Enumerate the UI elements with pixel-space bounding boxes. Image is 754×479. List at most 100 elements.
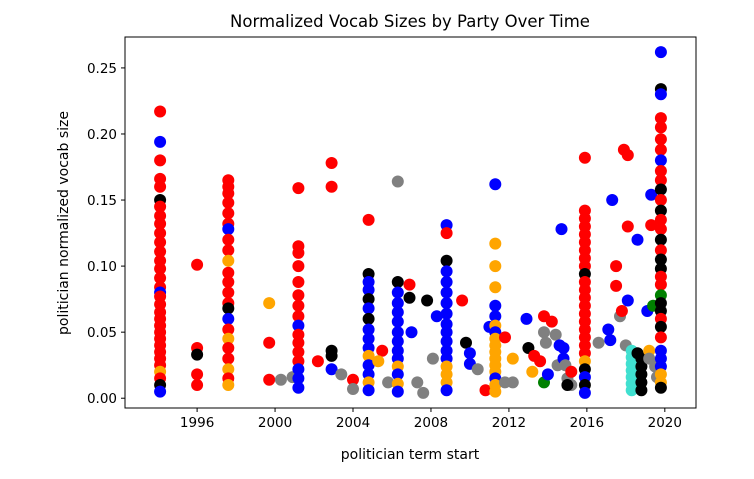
data-point-195: [561, 379, 574, 391]
data-point-44: [222, 233, 235, 246]
data-point-75: [292, 336, 305, 349]
data-point-34: [191, 348, 204, 361]
data-point-90: [362, 213, 375, 226]
data-point-126: [417, 386, 430, 399]
data-point-252: [645, 188, 658, 201]
data-point-124: [405, 326, 418, 339]
data-point-32: [191, 258, 204, 271]
data-point-65: [292, 182, 305, 195]
data-point-11: [154, 245, 167, 258]
data-point-60: [263, 297, 276, 310]
data-point-59: [222, 379, 235, 391]
data-point-48: [222, 276, 235, 288]
data-point-196: [565, 365, 578, 378]
x-axis-label: politician term start: [341, 447, 480, 463]
x-tick-label-6: 2020: [648, 415, 682, 431]
data-point-248: [635, 384, 648, 397]
data-point-257: [654, 46, 667, 59]
y-tick-label-1: 0.05: [87, 325, 117, 341]
data-point-186: [549, 328, 562, 341]
data-point-101: [362, 359, 375, 372]
data-point-261: [654, 121, 667, 134]
data-point-269: [654, 204, 667, 217]
data-point-78: [292, 363, 305, 376]
data-point-73: [292, 319, 305, 332]
data-point-94: [362, 293, 375, 306]
data-point-52: [222, 312, 235, 325]
data-point-40: [222, 196, 235, 209]
data-point-62: [263, 373, 276, 386]
data-point-31: [154, 385, 167, 398]
data-point-88: [347, 373, 359, 386]
data-point-100: [362, 349, 375, 362]
data-point-72: [292, 310, 305, 323]
data-point-132: [440, 254, 453, 267]
data-point-173: [506, 352, 519, 365]
data-point-227: [610, 279, 623, 292]
data-point-149: [463, 347, 476, 360]
data-point-148: [460, 336, 472, 349]
data-point-233: [621, 294, 634, 307]
data-point-174: [506, 376, 519, 389]
data-point-159: [489, 310, 502, 323]
data-point-107: [382, 376, 395, 389]
data-point-54: [222, 332, 235, 345]
data-point-125: [411, 376, 424, 389]
data-point-151: [471, 363, 484, 376]
data-point-271: [654, 223, 667, 236]
data-point-68: [292, 260, 305, 273]
data-point-83: [325, 180, 338, 193]
data-point-114: [391, 326, 404, 339]
data-point-224: [604, 334, 617, 347]
data-point-113: [391, 315, 404, 328]
y-axis-label: politician normalized vocab size: [56, 111, 72, 335]
data-point-8: [154, 217, 167, 230]
data-point-179: [534, 355, 547, 368]
data-point-115: [391, 335, 404, 348]
y-tick-label-5: 0.25: [87, 61, 117, 77]
data-point-221: [578, 386, 591, 399]
data-point-111: [391, 297, 404, 310]
data-point-226: [610, 260, 623, 273]
data-point-157: [489, 281, 502, 294]
data-point-35: [191, 368, 204, 381]
data-point-229: [615, 305, 628, 317]
y-tick-label-2: 0.10: [87, 259, 117, 275]
data-point-184: [541, 368, 554, 381]
data-point-106: [372, 355, 385, 368]
data-point-87: [335, 368, 348, 381]
data-point-170: [489, 385, 502, 398]
data-point-270: [654, 213, 667, 226]
data-point-41: [222, 207, 235, 220]
data-point-232: [621, 220, 634, 233]
data-point-112: [391, 306, 404, 319]
data-point-56: [222, 352, 235, 365]
data-point-80: [292, 381, 305, 394]
data-point-98: [362, 332, 375, 345]
chart-title: Normalized Vocab Sizes by Party Over Tim…: [230, 12, 590, 31]
data-point-158: [489, 299, 502, 312]
data-point-123: [403, 291, 416, 304]
data-point-140: [440, 335, 453, 348]
x-tick-label-1: 2000: [258, 415, 292, 431]
data-point-14: [154, 272, 167, 284]
data-point-121: [391, 385, 404, 398]
data-point-223: [602, 323, 615, 336]
data-point-272: [654, 233, 667, 246]
data-point-197: [578, 151, 591, 164]
data-point-6: [154, 200, 167, 213]
data-point-190: [557, 342, 570, 354]
x-tick-label-5: 2016: [570, 415, 604, 431]
data-point-105: [376, 344, 389, 357]
data-point-93: [362, 283, 375, 296]
y-axis: 0.00 0.05 0.10 0.15 0.20 0.25: [87, 61, 125, 407]
data-point-2: [154, 154, 167, 167]
data-point-76: [292, 346, 305, 358]
data-point-137: [440, 307, 453, 320]
data-point-110: [391, 286, 404, 299]
data-point-39: [222, 187, 235, 200]
x-tick-label-2: 2004: [336, 415, 370, 431]
data-point-79: [292, 372, 305, 385]
data-point-10: [154, 236, 167, 249]
data-point-85: [325, 349, 338, 362]
